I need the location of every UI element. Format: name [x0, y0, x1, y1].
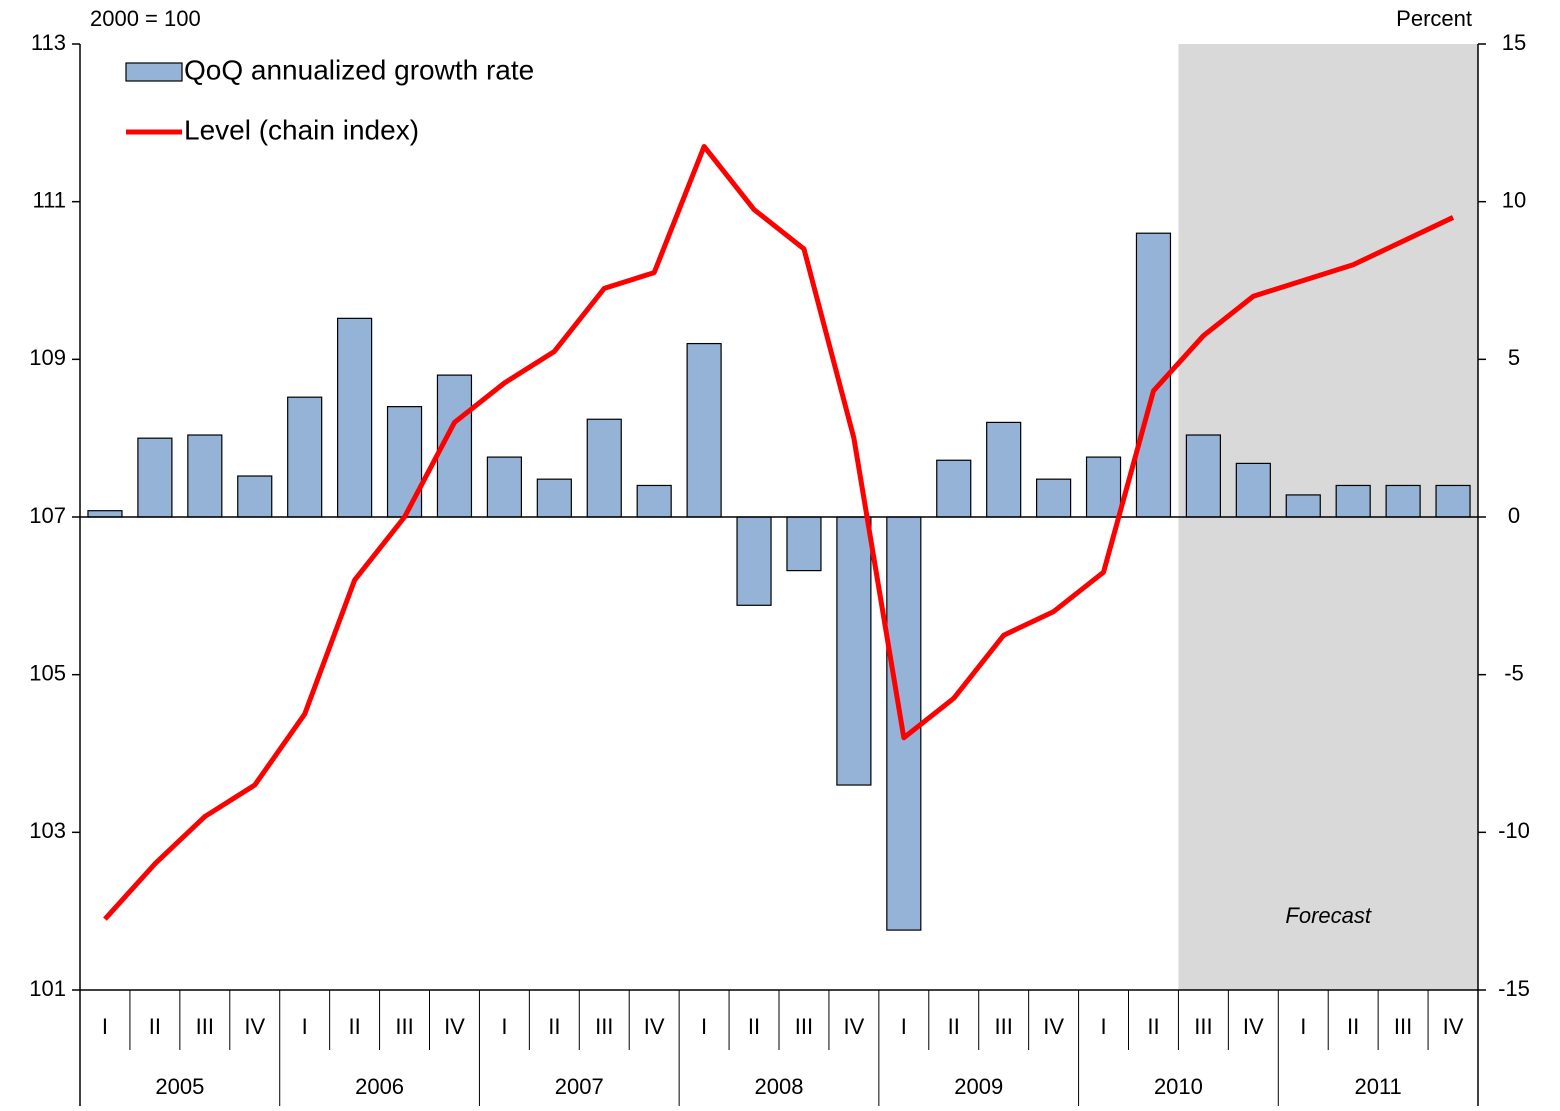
y-tick-label: 113 [31, 30, 66, 55]
x-tick-label: IV [1243, 1014, 1264, 1039]
bar [1085, 456, 1122, 518]
x-tick-label: II [1347, 1014, 1359, 1039]
bar [486, 456, 522, 518]
bar [1335, 484, 1371, 518]
x-tick-label: II [948, 1014, 960, 1039]
bar [736, 516, 772, 606]
x-tick-label: III [1394, 1014, 1412, 1039]
x-tick-label: III [395, 1014, 413, 1039]
x-tick-label: I [102, 1014, 108, 1039]
bar [536, 478, 572, 518]
bar [386, 406, 423, 518]
bar [1185, 434, 1221, 518]
bar [87, 510, 123, 518]
legend-label: QoQ annualized growth rate [184, 54, 534, 85]
x-tick-label: I [302, 1014, 308, 1039]
y2-tick-label: 0 [1508, 503, 1520, 528]
y-tick-label: 105 [29, 660, 66, 685]
x-tick-label: I [501, 1014, 507, 1039]
x-tick-label: I [901, 1014, 907, 1039]
bar [1036, 478, 1072, 518]
bar [936, 459, 972, 518]
y-tick-label: 111 [33, 187, 66, 212]
bar [287, 396, 323, 518]
x-tick-label: IV [1443, 1014, 1464, 1039]
bar [636, 484, 672, 518]
year-label: 2007 [555, 1074, 604, 1099]
forecast-label: Forecast [1285, 903, 1371, 928]
bar [1235, 462, 1271, 518]
y-tick-label: 101 [29, 976, 66, 1001]
bar [337, 317, 373, 518]
x-tick-label: II [348, 1014, 360, 1039]
x-tick-label: I [1300, 1014, 1306, 1039]
x-tick-label: II [149, 1014, 161, 1039]
y2-tick-label: -10 [1498, 818, 1530, 843]
bar [1285, 494, 1321, 518]
y-tick-label: 103 [29, 818, 66, 843]
bar [187, 434, 223, 518]
year-label: 2006 [355, 1074, 404, 1099]
x-tick-label: IV [444, 1014, 465, 1039]
x-tick-label: I [1100, 1014, 1106, 1039]
year-label: 2010 [1154, 1074, 1203, 1099]
bar [586, 418, 622, 518]
x-tick-label: III [795, 1014, 813, 1039]
year-label: 2008 [755, 1074, 804, 1099]
y2-tick-label: 5 [1508, 345, 1520, 370]
legend-label: Level (chain index) [184, 114, 419, 145]
legend-swatch [125, 62, 183, 82]
bar [686, 342, 722, 518]
y-axis-label: 2000 = 100 [90, 6, 201, 31]
x-tick-label: III [995, 1014, 1013, 1039]
x-tick-label: II [748, 1014, 760, 1039]
year-label: 2009 [954, 1074, 1003, 1099]
year-label: 2005 [155, 1074, 204, 1099]
x-tick-label: III [595, 1014, 613, 1039]
x-tick-label: II [548, 1014, 560, 1039]
x-tick-label: I [701, 1014, 707, 1039]
bar [786, 516, 822, 572]
bar [1435, 484, 1471, 518]
x-tick-label: IV [644, 1014, 665, 1039]
bar [237, 475, 273, 518]
x-tick-label: II [1147, 1014, 1159, 1039]
x-tick-label: III [196, 1014, 214, 1039]
y2-tick-label: 10 [1502, 187, 1526, 212]
year-label: 2011 [1354, 1074, 1401, 1099]
y2-tick-label: 15 [1502, 30, 1526, 55]
bar [1385, 484, 1421, 518]
x-tick-label: III [1194, 1014, 1212, 1039]
x-tick-label: IV [244, 1014, 265, 1039]
y2-axis-label: Percent [1396, 6, 1472, 31]
x-tick-label: IV [843, 1014, 864, 1039]
line [103, 143, 1455, 921]
y-tick-label: 107 [29, 503, 66, 528]
y-tick-label: 109 [29, 345, 66, 370]
y2-tick-label: -15 [1498, 976, 1530, 1001]
x-tick-label: IV [1043, 1014, 1064, 1039]
bar [137, 437, 173, 518]
bar [986, 421, 1022, 518]
bar [836, 516, 872, 786]
y2-tick-label: -5 [1504, 660, 1524, 685]
